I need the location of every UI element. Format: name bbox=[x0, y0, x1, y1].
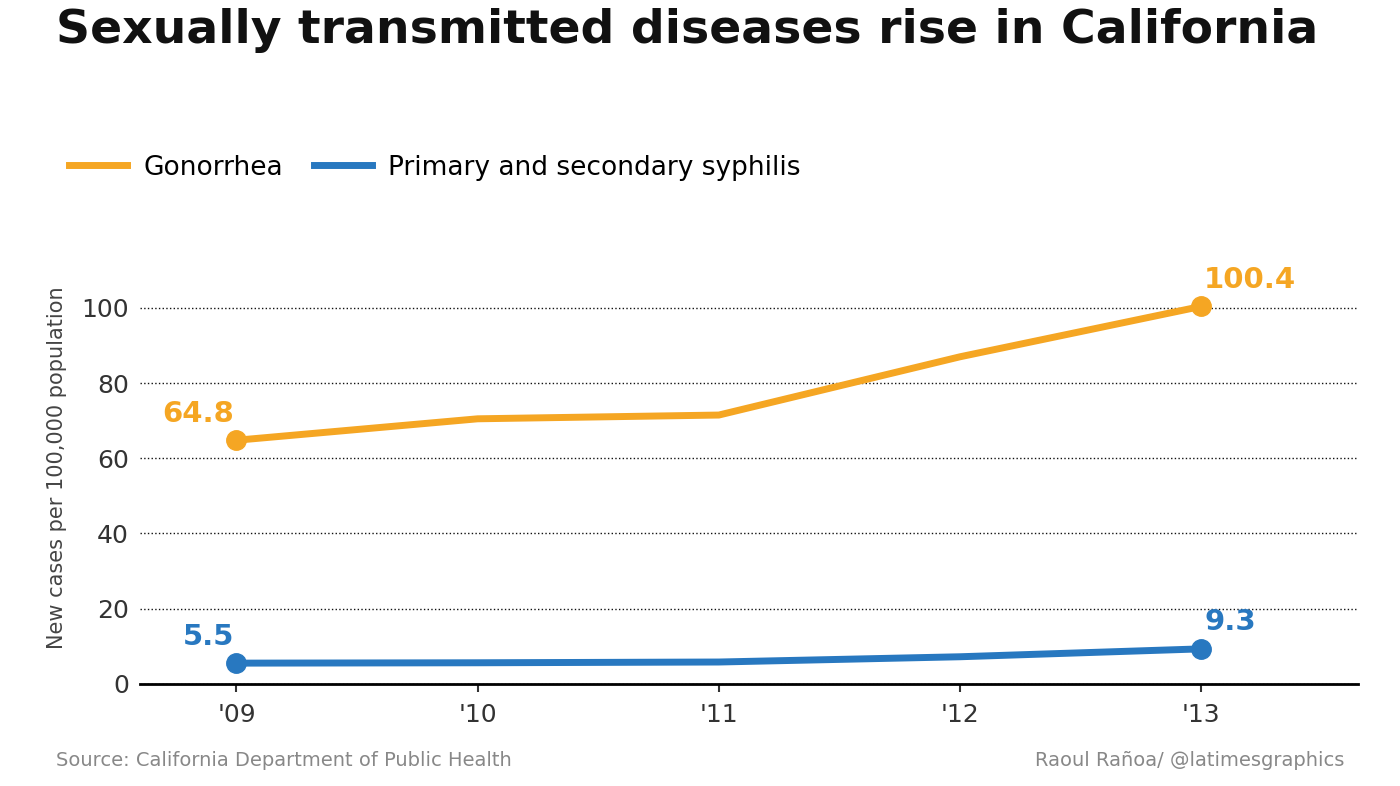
Text: Sexually transmitted diseases rise in California: Sexually transmitted diseases rise in Ca… bbox=[56, 8, 1319, 53]
Y-axis label: New cases per 100,000 population: New cases per 100,000 population bbox=[48, 286, 67, 649]
Text: Source: California Department of Public Health: Source: California Department of Public … bbox=[56, 751, 512, 770]
Text: 100.4: 100.4 bbox=[1204, 266, 1296, 294]
Text: 5.5: 5.5 bbox=[182, 623, 234, 651]
Text: 9.3: 9.3 bbox=[1204, 608, 1256, 637]
Text: 64.8: 64.8 bbox=[162, 400, 234, 428]
Legend: Gonorrhea, Primary and secondary syphilis: Gonorrhea, Primary and secondary syphili… bbox=[69, 155, 801, 181]
Text: Raoul Rañoa/ @latimesgraphics: Raoul Rañoa/ @latimesgraphics bbox=[1035, 751, 1344, 770]
